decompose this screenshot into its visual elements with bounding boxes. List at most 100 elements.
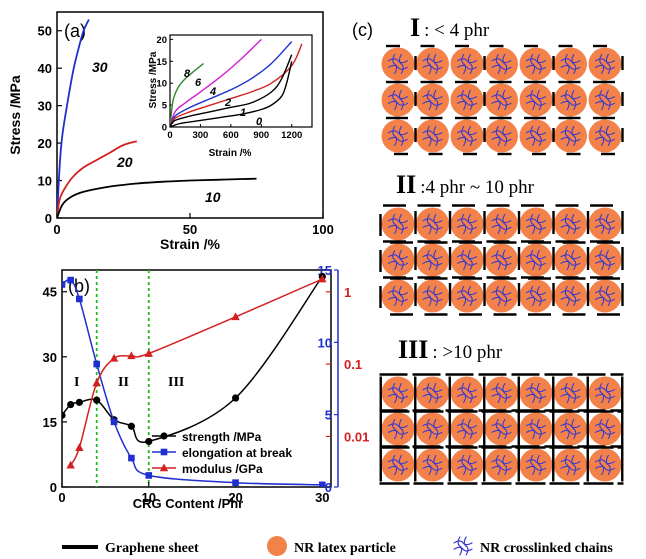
panel-a-y-tick-label: 0: [45, 211, 52, 226]
latex-particle: [588, 376, 622, 410]
chain-strand: [387, 100, 409, 106]
crosslinked-chain-icon: [456, 249, 478, 271]
chain-strand: [530, 418, 536, 440]
chain-strand: [398, 125, 404, 147]
chain-strand: [530, 454, 536, 476]
panel-b-region-I: I: [74, 375, 79, 390]
panel-b-blue-tick-label: 10: [318, 335, 332, 350]
regime-3-numeral: III: [398, 335, 428, 364]
chain-strand: [422, 58, 443, 64]
inset-y-tick-label: 20: [156, 35, 167, 46]
chain-strand: [398, 418, 404, 440]
latex-particle: [485, 47, 518, 81]
chain-strand: [398, 213, 404, 235]
chain-strand: [456, 130, 478, 136]
bottom-legend: Graphene sheet NR latex particle NR cros…: [62, 536, 613, 556]
panel-b-red-axis: 0.01 0.1 1: [326, 285, 369, 444]
chain-strand: [594, 393, 616, 399]
chain-strand: [463, 536, 469, 556]
chain-strand: [495, 418, 501, 440]
chain-strand: [461, 418, 467, 440]
crosslinked-chain-icon: [560, 418, 581, 440]
regime-2-numeral: II: [396, 170, 416, 199]
crosslinked-chain-icon: [456, 454, 478, 476]
marker-circle: [75, 398, 83, 406]
panel-b-x-tick-label: 0: [58, 490, 65, 505]
crosslinked-chain-icon: [422, 249, 443, 271]
chain-strand: [456, 224, 478, 230]
crosslinked-chain-icon: [560, 382, 581, 404]
crosslinked-chain-icon: [387, 89, 409, 111]
latex-particle: [416, 243, 449, 277]
panel-b-left-tick-label: 0: [50, 480, 57, 495]
panel-b-red-tick-label: 0.01: [344, 429, 369, 444]
chain-strand: [456, 296, 478, 302]
inset-annotation-1: 1: [240, 107, 246, 119]
crosslinked-chain-icon: [422, 213, 443, 235]
crosslinked-chain-icon: [422, 454, 443, 476]
crosslinked-chain-icon: [560, 53, 581, 75]
chain-strand: [599, 285, 605, 307]
panel-a-annotation-20: 20: [116, 154, 133, 170]
crosslinked-chain-icon: [594, 418, 616, 440]
chain-strand: [491, 64, 512, 70]
chain-strand: [571, 53, 577, 75]
chain-strand: [605, 125, 611, 147]
chain-strand: [491, 130, 512, 136]
panel-a-y-tick-label: 20: [38, 136, 52, 151]
chain-strand: [564, 125, 570, 147]
chain-strand: [398, 285, 404, 307]
panel-a-series-20: [57, 140, 138, 218]
panel-b-blue-tick-label: 5: [325, 408, 332, 423]
inset-series-8: [170, 62, 204, 127]
chain-strand: [564, 89, 570, 111]
chain-strand: [525, 254, 547, 260]
chain-strand: [495, 249, 501, 271]
chain-strand: [502, 382, 508, 404]
regime-1-text: : < 4 phr: [424, 20, 490, 41]
crosslinked-chain-icon: [594, 89, 616, 111]
marker-triangle: [159, 463, 169, 472]
chain-strand: [387, 130, 409, 136]
chain-strand: [467, 454, 473, 476]
inset-series-2: [170, 43, 303, 127]
marker-triangle: [109, 353, 119, 362]
marker-square: [67, 276, 74, 284]
crosslinked-chain-icon: [594, 125, 616, 147]
crosslinked-chain-icon: [525, 125, 547, 147]
chain-strand: [560, 100, 581, 106]
crosslinked-chain-icon: [422, 285, 443, 307]
chain-strand: [495, 454, 501, 476]
chain-strand: [495, 53, 501, 75]
panel-b-series: [62, 272, 327, 487]
marker-square: [128, 454, 135, 462]
latex-particle: [450, 119, 484, 153]
chain-strand: [495, 213, 501, 235]
chain-strand: [491, 58, 512, 64]
chain-strand: [387, 465, 409, 471]
chain-strand: [491, 136, 512, 142]
chain-strand: [426, 53, 432, 75]
latex-particle: [485, 83, 518, 117]
chain-strand: [453, 540, 473, 546]
chain-strand: [594, 290, 616, 296]
latex-particle: [381, 119, 415, 153]
crosslinked-chain-icon: [491, 382, 512, 404]
crosslinked-chain-icon: [456, 285, 478, 307]
crosslinked-chain-icon: [560, 285, 581, 307]
chain-strand: [536, 382, 542, 404]
chain-strand: [594, 130, 616, 136]
chain-strand: [491, 465, 512, 471]
chain-strand: [594, 387, 616, 393]
latex-particle: [381, 376, 415, 410]
chain-strand: [571, 285, 577, 307]
chain-strand: [530, 285, 536, 307]
regime-1-diagram: [381, 44, 624, 156]
crosslinked-chain-icon: [456, 125, 478, 147]
panel-b-legend-label: modulus /GPa: [182, 462, 263, 476]
chain-strand: [392, 125, 398, 147]
latex-particle: [381, 207, 415, 241]
panel-b-x-tick-label: 10: [142, 490, 156, 505]
chain-strand: [392, 382, 398, 404]
chain-strand: [422, 465, 443, 471]
